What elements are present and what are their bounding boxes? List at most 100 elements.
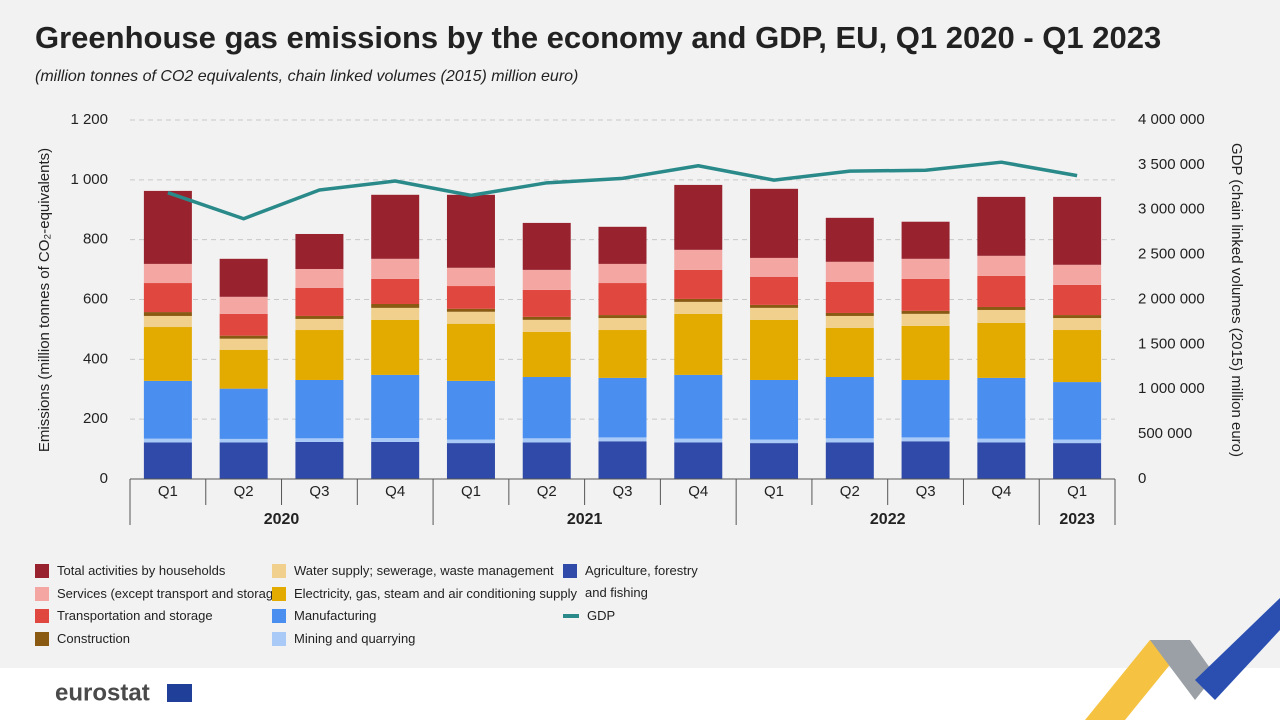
legend-item: GDP: [563, 605, 615, 627]
bar-segment: [295, 330, 344, 380]
bar-segment: [977, 377, 1026, 439]
bar-segment: [674, 298, 723, 302]
bar-segment: [143, 315, 192, 328]
bar-segment: [598, 441, 647, 479]
x-group-label: 2023: [1059, 511, 1095, 528]
bar-segment: [522, 222, 571, 270]
bar-segment: [446, 311, 495, 324]
y2-tick-label: 0: [1138, 470, 1146, 487]
y-axis-label: Emissions (million tonnes of CO₂-equival…: [36, 148, 53, 452]
bar-segment: [219, 258, 268, 297]
bar-segment: [901, 221, 950, 259]
bar-segment: [143, 283, 192, 313]
bar-segment: [295, 318, 344, 331]
legend-swatch: [563, 614, 579, 618]
legend-label: Transportation and storage: [57, 608, 213, 623]
bar-segment: [901, 278, 950, 311]
x-tick-label: Q4: [385, 483, 405, 500]
bar-segment: [522, 438, 571, 443]
logo: eurostat: [55, 679, 150, 706]
bar-segment: [1053, 443, 1102, 479]
bar-segment: [143, 327, 192, 381]
footer: [0, 668, 1280, 720]
bar-segment: [750, 304, 799, 308]
bar-segment: [901, 441, 950, 479]
bar-segment: [219, 442, 268, 479]
legend-swatch: [272, 564, 286, 578]
legend-label: Mining and quarrying: [294, 631, 416, 646]
bar-segment: [446, 439, 495, 444]
grid: [130, 119, 1115, 420]
bar-segment: [295, 233, 344, 269]
bar-segment: [901, 258, 950, 279]
x-tick-label: Q1: [461, 483, 481, 500]
bar-segment: [750, 307, 799, 320]
y2-tick-label: 500 000: [1138, 425, 1192, 442]
bar-segment: [901, 437, 950, 442]
bar-segment: [674, 249, 723, 270]
decor-yellow: [1085, 640, 1190, 720]
bar-segment: [1053, 264, 1102, 285]
legend-swatch: [35, 632, 49, 646]
legend-swatch: [272, 632, 286, 646]
bar-segment: [371, 258, 420, 279]
legend-item: Services (except transport and storage): [35, 583, 285, 605]
y-tick-label: 800: [83, 231, 108, 248]
y2-axis-label: GDP (chain linked volumes (2015) million…: [1228, 143, 1245, 457]
bar-segment: [295, 287, 344, 316]
decor-blue: [1195, 598, 1280, 700]
legend-swatch: [35, 587, 49, 601]
bar-segment: [977, 275, 1026, 307]
bar-segment: [674, 301, 723, 314]
chart-subtitle: (million tonnes of CO2 equivalents, chai…: [35, 68, 578, 85]
x-tick-label: Q4: [688, 483, 708, 500]
bar-segment: [219, 335, 268, 339]
bar-segment: [674, 184, 723, 250]
x-tick-label: Q1: [158, 483, 178, 500]
bar-segment: [598, 315, 647, 319]
bar-segment: [143, 442, 192, 479]
x-tick-label: Q3: [309, 483, 329, 500]
bar-segment: [901, 325, 950, 380]
bar-segment: [295, 379, 344, 439]
x-tick-label: Q1: [1067, 483, 1087, 500]
bar-segment: [1053, 196, 1102, 265]
bar-segment: [446, 194, 495, 268]
y2-tick-label: 1 500 000: [1138, 335, 1205, 352]
bar-segment: [1053, 318, 1102, 331]
legend-label: Total activities by households: [57, 563, 226, 578]
bar-segment: [750, 276, 799, 305]
legend-item: Construction: [35, 628, 130, 650]
bar-segment: [371, 319, 420, 375]
bar-segment: [371, 441, 420, 479]
legend-item: Agriculture, forestry and fishing: [563, 560, 698, 604]
y-tick-label: 0: [100, 470, 108, 487]
y2-tick-label: 3 500 000: [1138, 156, 1205, 173]
bar-segment: [143, 312, 192, 316]
bar-segment: [674, 438, 723, 443]
bar-segment: [446, 308, 495, 312]
y-tick-label: 400: [83, 350, 108, 367]
gdp-line: [167, 160, 1078, 221]
legend-label: Agriculture, forestry and fishing: [585, 563, 698, 600]
x-tick-label: Q1: [764, 483, 784, 500]
bar-segment: [598, 330, 647, 378]
legend-label: GDP: [587, 608, 616, 623]
x-tick-label: Q2: [840, 483, 860, 500]
bar-segment: [977, 442, 1026, 479]
bar-segment: [977, 255, 1026, 276]
bar-segment: [1053, 315, 1102, 319]
decor-grey: [1150, 640, 1215, 700]
x-group-label: 2022: [870, 511, 906, 528]
bar-segment: [219, 438, 268, 443]
bar-segment: [977, 196, 1026, 256]
bar-segment: [143, 190, 192, 264]
bar-segment: [371, 438, 420, 442]
bar-segment: [598, 263, 647, 284]
bar-segment: [295, 315, 344, 319]
y2-tick-label: 2 500 000: [1138, 246, 1205, 263]
y-tick-label: 1 000: [70, 171, 108, 188]
bar-segment: [371, 194, 420, 259]
